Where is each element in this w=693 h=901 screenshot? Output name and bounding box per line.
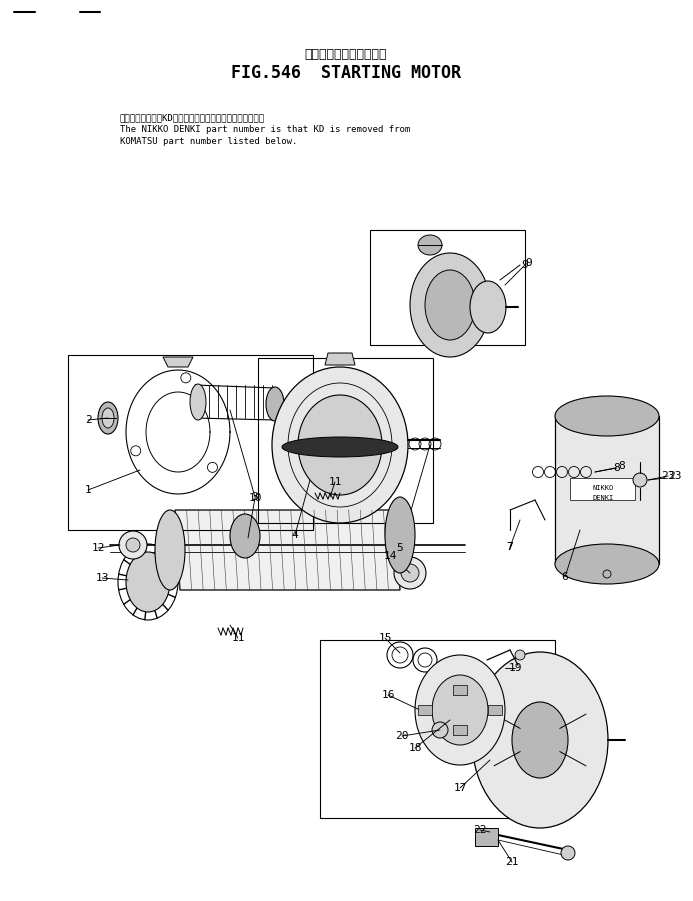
Circle shape <box>401 564 419 582</box>
Text: 11: 11 <box>231 633 245 643</box>
Ellipse shape <box>432 675 488 745</box>
Ellipse shape <box>410 253 490 357</box>
Bar <box>555 416 659 564</box>
Ellipse shape <box>512 702 568 778</box>
Polygon shape <box>163 357 193 367</box>
Polygon shape <box>453 685 467 696</box>
Text: 10: 10 <box>248 493 262 503</box>
Text: 21: 21 <box>505 857 519 867</box>
Polygon shape <box>488 705 502 715</box>
Bar <box>258 358 433 523</box>
Bar <box>68 355 313 530</box>
Bar <box>320 640 555 818</box>
Text: The NIKKO DENKI part number is that KD is removed from: The NIKKO DENKI part number is that KD i… <box>120 125 410 134</box>
Text: 6: 6 <box>561 572 568 582</box>
Ellipse shape <box>472 652 608 828</box>
Text: DENKI: DENKI <box>593 495 613 501</box>
Text: 8: 8 <box>613 463 620 473</box>
Polygon shape <box>418 705 432 715</box>
Ellipse shape <box>385 497 415 573</box>
Text: 11: 11 <box>328 477 342 487</box>
Text: 9: 9 <box>522 260 528 270</box>
Bar <box>570 478 635 500</box>
Ellipse shape <box>155 510 185 590</box>
Ellipse shape <box>298 395 382 495</box>
Polygon shape <box>175 510 400 590</box>
Text: 9: 9 <box>525 258 532 268</box>
Polygon shape <box>453 724 467 735</box>
Ellipse shape <box>418 235 442 255</box>
Text: NIKKO: NIKKO <box>593 485 613 491</box>
Text: 23: 23 <box>661 471 675 481</box>
Ellipse shape <box>230 514 260 558</box>
Ellipse shape <box>272 367 408 523</box>
Circle shape <box>394 557 426 589</box>
Text: 8: 8 <box>618 461 625 471</box>
Text: 1: 1 <box>85 485 91 495</box>
Text: 17: 17 <box>453 783 467 793</box>
Text: 16: 16 <box>381 690 395 700</box>
Ellipse shape <box>98 402 118 434</box>
Circle shape <box>432 722 448 738</box>
Text: 22: 22 <box>473 825 486 835</box>
Ellipse shape <box>415 655 505 765</box>
Circle shape <box>119 531 147 559</box>
Text: 2: 2 <box>85 415 91 425</box>
Ellipse shape <box>102 408 114 428</box>
Text: 14: 14 <box>383 551 397 561</box>
Text: 7: 7 <box>507 542 514 552</box>
Circle shape <box>515 650 525 660</box>
Bar <box>370 230 525 345</box>
Ellipse shape <box>555 396 659 436</box>
Text: 23: 23 <box>668 471 681 481</box>
Text: KOMATSU part number listed below.: KOMATSU part number listed below. <box>120 138 297 147</box>
Circle shape <box>633 473 647 487</box>
Circle shape <box>561 846 575 860</box>
Text: 3: 3 <box>252 492 258 502</box>
Ellipse shape <box>190 384 206 420</box>
Text: スターティング　モータ: スターティング モータ <box>305 49 387 61</box>
Text: 品番のメーカ記号KDを除いたものが日興電機の品番です。: 品番のメーカ記号KDを除いたものが日興電機の品番です。 <box>120 114 265 123</box>
Text: 13: 13 <box>95 573 109 583</box>
Text: 5: 5 <box>396 543 403 553</box>
Bar <box>475 828 498 846</box>
Text: 19: 19 <box>508 663 522 673</box>
Text: 20: 20 <box>395 731 409 741</box>
Ellipse shape <box>126 552 170 612</box>
Ellipse shape <box>555 544 659 584</box>
Text: 7: 7 <box>507 542 514 552</box>
Ellipse shape <box>425 270 475 340</box>
Ellipse shape <box>470 281 506 333</box>
Ellipse shape <box>266 387 284 421</box>
Text: 4: 4 <box>292 530 299 540</box>
Ellipse shape <box>282 437 398 457</box>
Polygon shape <box>325 353 355 365</box>
Circle shape <box>126 538 140 552</box>
Text: 18: 18 <box>408 743 422 753</box>
Text: 15: 15 <box>378 633 392 643</box>
Text: FIG.546  STARTING MOTOR: FIG.546 STARTING MOTOR <box>231 64 461 82</box>
Text: 12: 12 <box>91 543 105 553</box>
